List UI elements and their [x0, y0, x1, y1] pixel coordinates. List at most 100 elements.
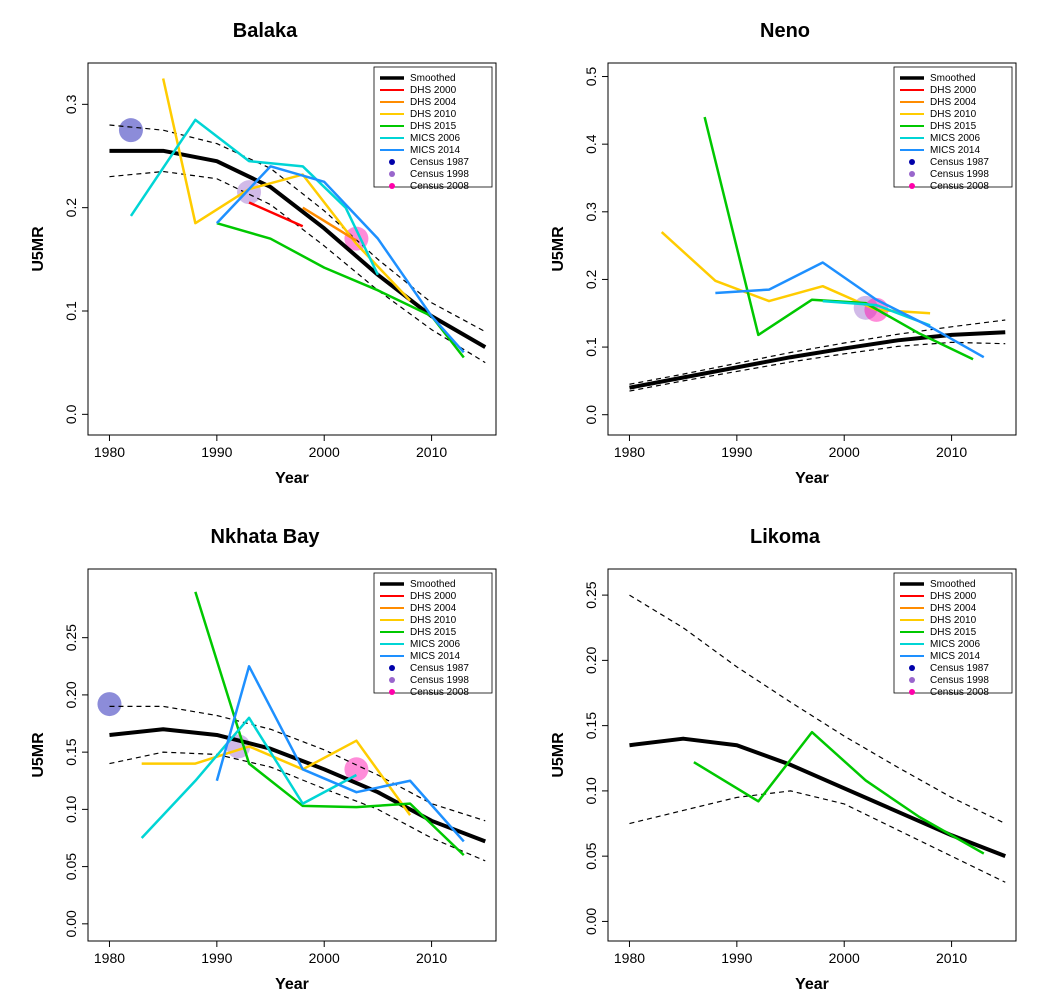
legend-label: DHS 2000: [410, 591, 457, 602]
panel-title: Nkhata Bay: [20, 526, 510, 549]
legend-label: DHS 2004: [410, 603, 457, 614]
y-tick-label: 0.10: [63, 796, 79, 823]
series-line: [629, 791, 1005, 882]
plot-svg: 19801990200020100.000.050.100.150.200.25…: [540, 557, 1030, 1001]
y-tick-label: 0.05: [63, 853, 79, 880]
series-line: [109, 752, 485, 861]
legend-label: Smoothed: [930, 73, 976, 84]
panel-likoma: Likoma19801990200020100.000.050.100.150.…: [540, 526, 1030, 1002]
y-tick-label: 0.4: [583, 134, 599, 154]
legend-label: DHS 2000: [930, 85, 977, 96]
legend-label: MICS 2014: [930, 651, 980, 662]
legend-label: Census 1987: [410, 157, 469, 168]
legend-swatch-point: [389, 171, 395, 177]
legend-label: DHS 2015: [410, 627, 457, 638]
legend-swatch-point: [389, 689, 395, 695]
legend-swatch-point: [909, 689, 915, 695]
legend-label: Census 2008: [930, 687, 989, 698]
x-axis-label: Year: [795, 976, 829, 993]
y-tick-label: 0.15: [583, 712, 599, 739]
legend-label: MICS 2006: [930, 639, 980, 650]
y-tick-label: 0.3: [63, 94, 79, 114]
y-tick-label: 0.05: [583, 842, 599, 869]
legend-label: DHS 2010: [410, 109, 457, 120]
legend-label: DHS 2010: [930, 615, 977, 626]
panel-title: Likoma: [540, 526, 1030, 549]
x-tick-label: 1990: [201, 444, 232, 460]
legend-label: Census 1998: [410, 169, 469, 180]
x-tick-label: 1980: [94, 950, 125, 966]
x-tick-label: 2010: [416, 950, 447, 966]
y-tick-label: 0.20: [63, 681, 79, 708]
x-axis-label: Year: [275, 470, 309, 487]
legend-label: MICS 2014: [930, 145, 980, 156]
series-line: [694, 732, 984, 853]
legend-label: DHS 2004: [930, 603, 977, 614]
series-line: [109, 172, 485, 363]
legend-label: MICS 2014: [410, 145, 460, 156]
panel-neno: Neno19801990200020100.00.10.20.30.40.5Ye…: [540, 20, 1030, 496]
y-tick-label: 0.5: [583, 67, 599, 87]
legend-label: DHS 2000: [410, 85, 457, 96]
legend-label: MICS 2006: [410, 639, 460, 650]
legend-label: DHS 2015: [930, 121, 977, 132]
legend-label: DHS 2010: [930, 109, 977, 120]
y-tick-label: 0.0: [583, 405, 599, 425]
legend-label: DHS 2004: [930, 97, 977, 108]
legend-label: DHS 2015: [410, 121, 457, 132]
legend-label: Census 1987: [930, 663, 989, 674]
legend-label: Census 2008: [930, 181, 989, 192]
census-point: [119, 118, 143, 142]
panel-title: Neno: [540, 20, 1030, 43]
plot-svg: 19801990200020100.00.10.20.30.40.5YearU5…: [540, 51, 1030, 495]
x-tick-label: 1980: [614, 444, 645, 460]
legend-label: MICS 2006: [410, 133, 460, 144]
panel-title: Balaka: [20, 20, 510, 43]
y-tick-label: 0.0: [63, 404, 79, 424]
plot-svg: 19801990200020100.00.10.20.3YearU5MRSmoo…: [20, 51, 510, 495]
legend-label: Census 2008: [410, 181, 469, 192]
legend-label: MICS 2014: [410, 651, 460, 662]
legend-label: DHS 2000: [930, 591, 977, 602]
legend-swatch-point: [909, 171, 915, 177]
legend-swatch-point: [389, 183, 395, 189]
x-tick-label: 2000: [309, 444, 340, 460]
x-tick-label: 1980: [614, 950, 645, 966]
y-axis-label: U5MR: [550, 226, 567, 272]
series-line: [109, 729, 485, 841]
y-axis-label: U5MR: [550, 732, 567, 778]
legend-label: Census 1998: [930, 675, 989, 686]
census-point: [97, 692, 121, 716]
x-tick-label: 2010: [936, 444, 967, 460]
y-tick-label: 0.00: [583, 908, 599, 935]
y-tick-label: 0.15: [63, 738, 79, 765]
y-tick-label: 0.20: [583, 647, 599, 674]
panel-nkhata-bay: Nkhata Bay 1980 1990 2000 2010 0.00 0.05 0.10 0.…: [20, 526, 510, 1002]
y-tick-label: 0.1: [583, 337, 599, 357]
y-tick-label: 0.1: [63, 301, 79, 321]
legend-label: Smoothed: [930, 579, 976, 590]
x-tick-label: 2000: [309, 950, 340, 966]
y-tick-label: 0.2: [583, 269, 599, 289]
legend-swatch-point: [909, 183, 915, 189]
x-tick-label: 2010: [416, 444, 447, 460]
legend-label: DHS 2010: [410, 615, 457, 626]
x-tick-label: 1990: [721, 444, 752, 460]
legend-label: Census 2008: [410, 687, 469, 698]
legend-label: MICS 2006: [930, 133, 980, 144]
plot-svg: 19801990200020100.000.050.100.150.200.25…: [20, 557, 510, 1001]
series-line: [629, 332, 1005, 387]
legend-label: Census 1998: [930, 169, 989, 180]
y-tick-label: 0.2: [63, 198, 79, 218]
x-tick-label: 2000: [829, 444, 860, 460]
y-tick-label: 0.00: [63, 910, 79, 937]
y-axis-label: U5MR: [30, 226, 47, 272]
legend-label: Census 1987: [930, 157, 989, 168]
legend-label: DHS 2015: [930, 627, 977, 638]
legend-swatch-point: [909, 159, 915, 165]
legend-swatch-point: [909, 677, 915, 683]
series-line: [629, 342, 1005, 391]
legend-swatch-point: [389, 665, 395, 671]
x-tick-label: 1990: [201, 950, 232, 966]
x-tick-label: 1990: [721, 950, 752, 966]
